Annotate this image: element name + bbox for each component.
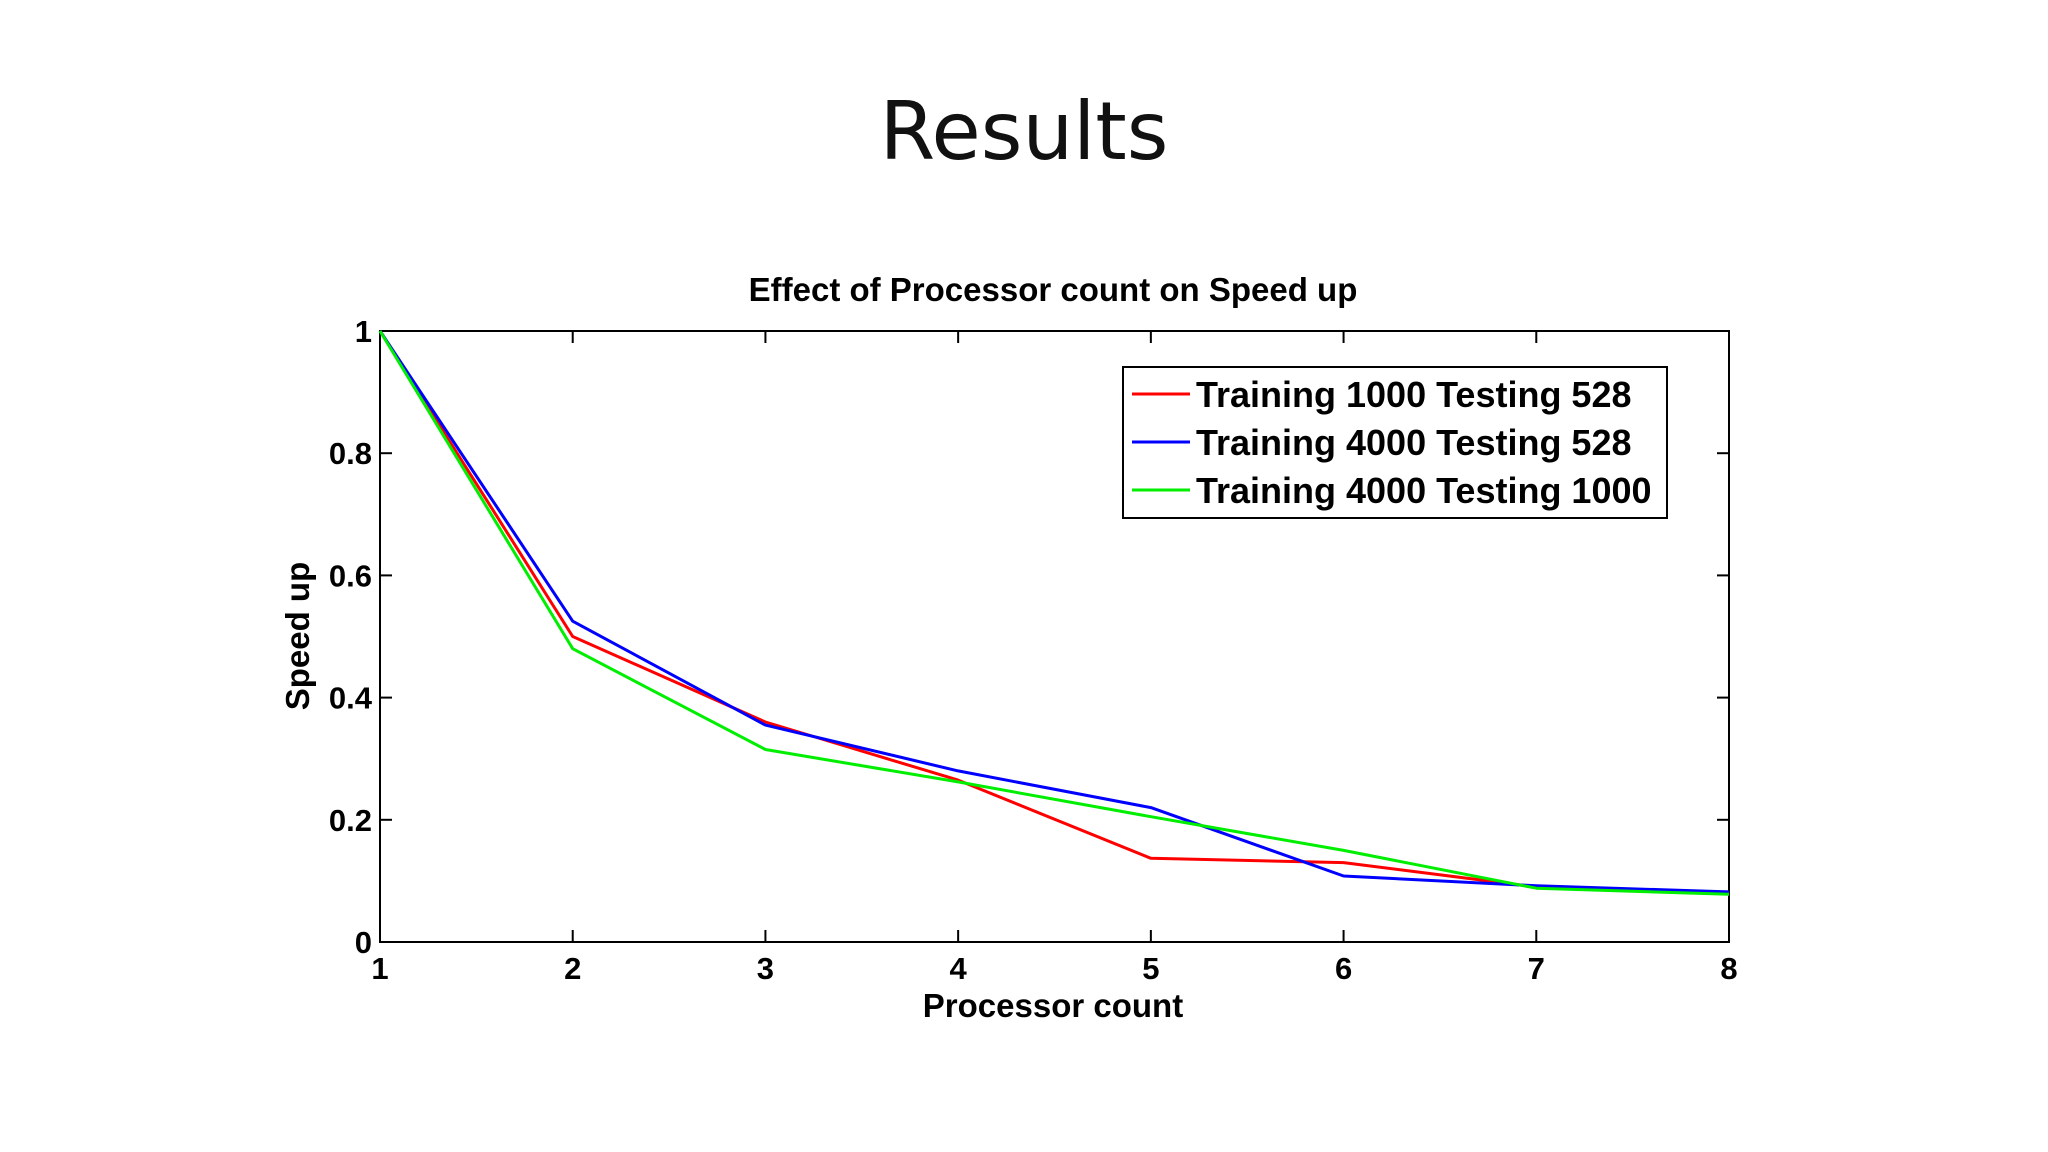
y-axis-tick-labels: 0 0.2 0.4 0.6 0.8 1	[329, 314, 373, 960]
x-axis-tick-labels: 1 2 3 4 5 6 7 8	[371, 951, 1737, 986]
y-axis-label: Speed up	[279, 562, 316, 711]
slide-title: Results	[879, 85, 1169, 178]
series-lines	[378, 330, 1730, 896]
legend: Training 1000 Testing 528 Training 4000 T…	[1122, 366, 1668, 519]
x-tick-label: 5	[1142, 951, 1159, 986]
y-tick-label: 1	[355, 314, 372, 349]
x-tick-label: 3	[757, 951, 774, 986]
y-tick-label: 0.8	[329, 436, 372, 471]
x-tick-label: 2	[564, 951, 581, 986]
legend-label-1: Training 1000 Testing 528	[1196, 374, 1632, 415]
y-tick-label: 0.2	[329, 803, 372, 838]
x-tick-label: 8	[1720, 951, 1737, 986]
chart-title: Effect of Processor count on Speed up	[749, 271, 1358, 308]
y-tick-label: 0	[355, 925, 372, 960]
series-line-2	[378, 330, 1730, 894]
series-line-3	[378, 330, 1730, 896]
y-tick-label: 0.4	[329, 681, 373, 716]
x-axis-label: Processor count	[923, 987, 1183, 1024]
legend-box	[1122, 366, 1668, 519]
x-tick-label: 4	[950, 951, 968, 986]
legend-label-3: Training 4000 Testing 1000	[1196, 470, 1652, 511]
y-tick-label: 0.6	[329, 558, 372, 593]
x-tick-label: 6	[1335, 951, 1352, 986]
x-tick-label: 7	[1528, 951, 1545, 986]
x-tick-label: 1	[371, 951, 388, 986]
axis-ticks	[379, 330, 1730, 943]
legend-label-2: Training 4000 Testing 528	[1196, 422, 1632, 463]
